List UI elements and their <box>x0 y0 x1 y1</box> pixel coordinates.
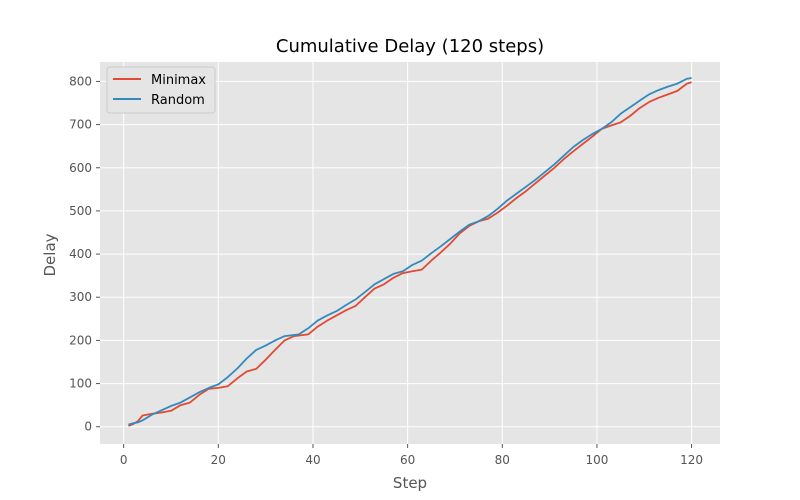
x-axis-ticks: 0 20 40 60 80 100 120 <box>120 444 703 467</box>
y-tick-label: 100 <box>69 377 92 391</box>
x-tick-label: 100 <box>585 453 608 467</box>
y-tick-label: 300 <box>69 290 92 304</box>
x-tick-label: 120 <box>680 453 703 467</box>
series-line-random <box>128 77 692 426</box>
y-tick-label: 500 <box>69 204 92 218</box>
legend: Minimax Random <box>106 66 216 114</box>
plot-background <box>100 62 720 444</box>
chart-title: Cumulative Delay (120 steps) <box>276 36 544 57</box>
y-tick-label: 800 <box>69 74 92 88</box>
legend-label-minimax: Minimax <box>151 73 206 88</box>
y-tick-label: 600 <box>69 161 92 175</box>
y-tick-label: 200 <box>69 333 92 347</box>
series-layer <box>128 77 692 427</box>
x-axis-label: Step <box>393 474 427 492</box>
legend-label-random: Random <box>151 93 205 108</box>
x-tick-label: 80 <box>495 453 510 467</box>
grid-lines <box>100 62 720 444</box>
y-axis-ticks: 0 100 200 300 400 500 600 700 800 <box>69 74 100 434</box>
x-tick-label: 20 <box>211 453 226 467</box>
y-tick-label: 0 <box>84 420 92 434</box>
x-tick-label: 40 <box>305 453 320 467</box>
x-tick-label: 60 <box>400 453 415 467</box>
y-tick-label: 400 <box>69 247 92 261</box>
y-tick-label: 700 <box>69 118 92 132</box>
x-tick-label: 0 <box>120 453 128 467</box>
y-axis-label: Delay <box>41 233 59 276</box>
